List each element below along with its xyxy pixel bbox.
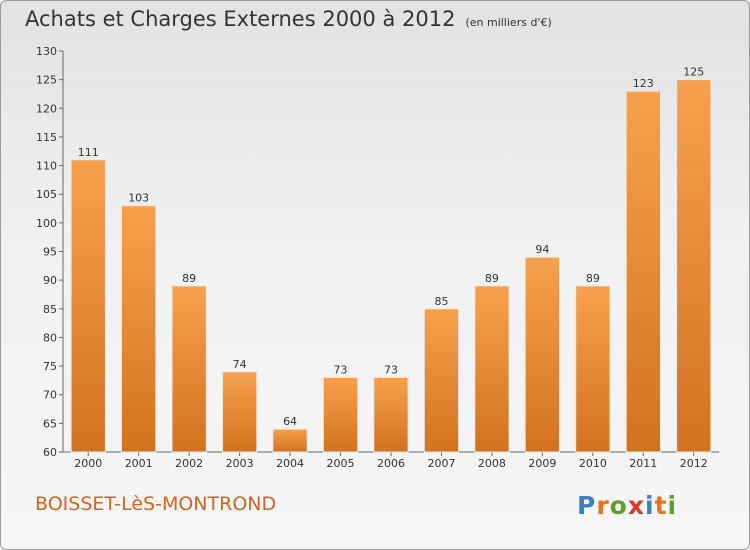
bar [373, 377, 409, 453]
bar [524, 256, 561, 453]
y-tick-label: 85 [43, 303, 57, 316]
x-tick-label: 2000 [74, 457, 102, 470]
logo-letter: r [596, 491, 610, 520]
x-tick-label: 2006 [377, 457, 405, 470]
bar-value-label: 73 [334, 364, 348, 377]
x-tick-label: 2002 [175, 457, 203, 470]
y-tick-label: 80 [43, 331, 57, 344]
logo-letter: o [609, 491, 628, 520]
chart-unit: (en milliers d'€) [465, 16, 552, 29]
logo-letter: P [577, 491, 597, 520]
bar [625, 90, 662, 453]
x-tick-label: 2009 [528, 457, 556, 470]
bar [423, 308, 460, 453]
logo-letter: t [654, 491, 668, 520]
y-tick-label: 70 [43, 389, 57, 402]
y-tick-label: 110 [36, 160, 57, 173]
bar [272, 428, 308, 453]
y-tick-label: 125 [36, 74, 57, 87]
y-tick-label: 90 [43, 274, 57, 287]
logo-letter: x [627, 491, 645, 520]
bar-value-label: 64 [283, 415, 297, 428]
bar-value-label: 94 [535, 243, 549, 256]
proxiti-logo: Proxiti [577, 491, 677, 520]
bar [322, 377, 359, 453]
chart-title-text: Achats et Charges Externes 2000 à 2012 [25, 7, 456, 31]
bar [676, 79, 712, 453]
y-tick-label: 115 [36, 131, 57, 144]
bar-value-label: 123 [633, 77, 654, 90]
bar-value-label: 89 [485, 272, 499, 285]
bar [474, 285, 510, 453]
bar-value-label: 111 [78, 146, 99, 159]
chart-axes: 60 65 70 75 80 85 90 95 100 105 110 115 120 125 130 200… [36, 45, 719, 470]
region-name: BOISSET-LèS-MONTROND [35, 493, 277, 515]
chart-data-labels: 111 103 89 74 64 73 73 85 89 94 89 123 125 [78, 66, 705, 428]
x-tick-label: 2012 [680, 457, 708, 470]
x-tick-label: 2001 [125, 457, 153, 470]
x-tick-label: 2004 [276, 457, 304, 470]
bar [70, 159, 106, 453]
x-tick-label: 2011 [629, 457, 657, 470]
bar-value-label: 89 [586, 272, 600, 285]
x-tick-label: 2008 [478, 457, 506, 470]
bar-value-label: 89 [182, 272, 196, 285]
bar [171, 285, 207, 453]
logo-letter: i [667, 491, 678, 520]
logo-letter: i [645, 491, 655, 520]
y-tick-label: 95 [43, 246, 57, 259]
y-tick-label: 75 [43, 360, 57, 373]
y-tick-label: 130 [36, 45, 57, 58]
y-tick-label: 65 [43, 417, 57, 430]
bar-value-label: 85 [434, 295, 448, 308]
y-tick-label: 105 [36, 188, 57, 201]
chart-bars [70, 79, 712, 453]
y-tick-label: 120 [36, 102, 57, 115]
bar-value-label: 103 [128, 192, 149, 205]
y-tick-label: 100 [36, 217, 57, 230]
bar-value-label: 73 [384, 364, 398, 377]
chart-title: Achats et Charges Externes 2000 à 2012 (e… [25, 7, 552, 31]
x-tick-label: 2005 [327, 457, 355, 470]
bar-value-label: 125 [683, 66, 704, 79]
x-tick-label: 2007 [427, 457, 455, 470]
x-tick-label: 2010 [579, 457, 607, 470]
y-tick-label: 60 [43, 446, 57, 459]
bar [222, 371, 258, 453]
x-tick-label: 2003 [226, 457, 254, 470]
bar [575, 285, 611, 453]
bar [121, 205, 157, 453]
bar-value-label: 74 [233, 358, 247, 371]
